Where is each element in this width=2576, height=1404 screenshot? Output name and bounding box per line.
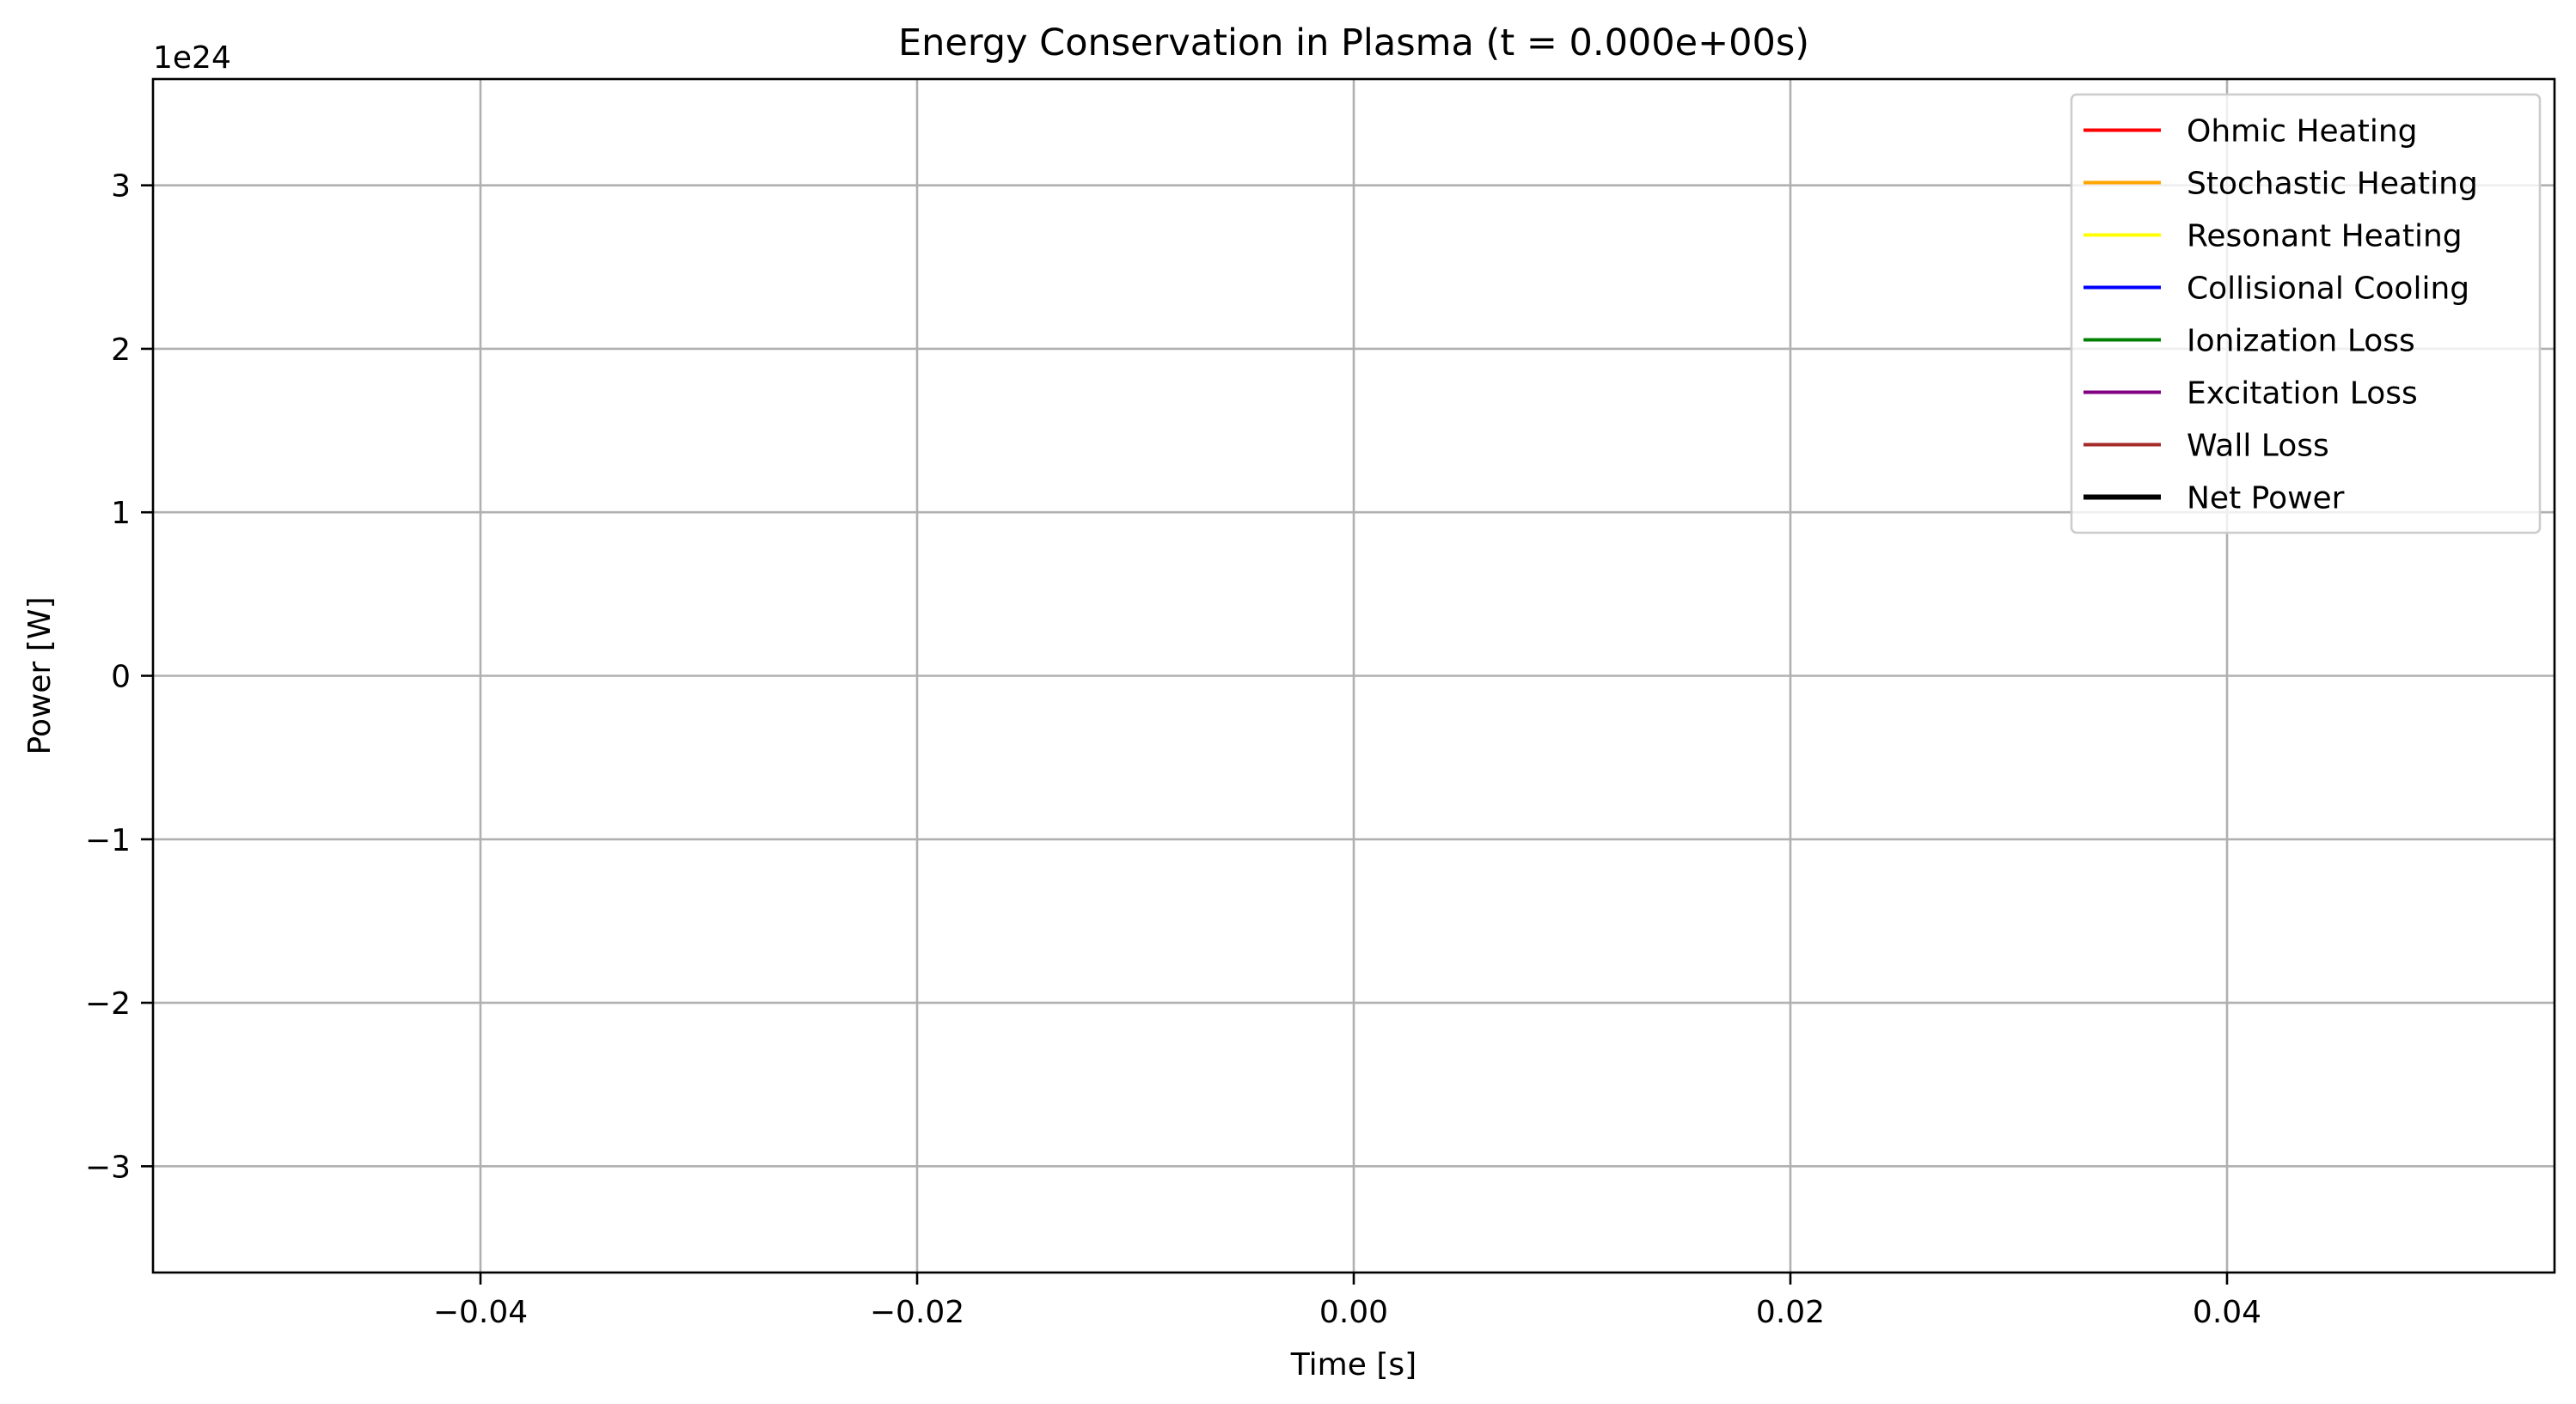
y-axis-label: Power [W] <box>22 597 58 755</box>
legend-label: Resonant Heating <box>2187 219 2463 254</box>
y-offset-label: 1e24 <box>153 40 231 76</box>
y-tick-label: −1 <box>85 823 131 858</box>
x-tick-label: 0.04 <box>2193 1295 2261 1330</box>
y-tick-label: −2 <box>85 986 131 1022</box>
y-tick-label: −3 <box>85 1150 131 1185</box>
legend-label: Ionization Loss <box>2187 324 2415 359</box>
legend-label: Stochastic Heating <box>2187 167 2478 202</box>
legend-box <box>2070 93 2542 534</box>
x-tick-label: 0.00 <box>1319 1295 1388 1330</box>
x-tick-label: −0.02 <box>870 1295 964 1330</box>
chart-title: Energy Conservation in Plasma (t = 0.000… <box>898 21 1809 64</box>
y-tick-label: 2 <box>111 333 131 368</box>
legend-label: Excitation Loss <box>2187 376 2418 412</box>
y-tick-label: 0 <box>111 660 131 695</box>
legend-label: Wall Loss <box>2187 429 2329 464</box>
y-tick-label: 1 <box>111 496 131 531</box>
y-tick-label: 3 <box>111 169 131 204</box>
tick-layer: −0.04 −0.02 0.00 0.02 0.04 −3 −2 −1 0 1 2 3 <box>85 169 2261 1330</box>
legend-label: Net Power <box>2187 481 2345 516</box>
legend-label: Ohmic Heating <box>2187 114 2418 150</box>
x-tick-label: −0.04 <box>433 1295 528 1330</box>
legend-label: Collisional Cooling <box>2187 272 2469 307</box>
legend: Ohmic Heating Stochastic Heating Resonant … <box>2070 93 2542 534</box>
x-tick-label: 0.02 <box>1756 1295 1825 1330</box>
x-axis-label: Time [s] <box>1290 1347 1416 1383</box>
